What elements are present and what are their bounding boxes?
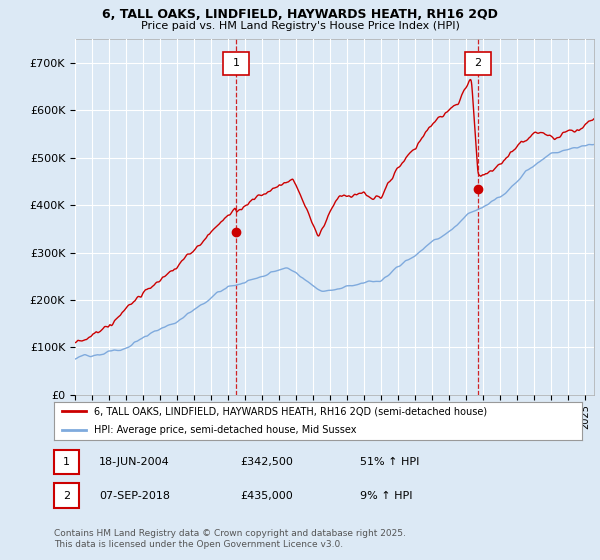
Text: 6, TALL OAKS, LINDFIELD, HAYWARDS HEATH, RH16 2QD: 6, TALL OAKS, LINDFIELD, HAYWARDS HEATH,…: [102, 8, 498, 21]
Bar: [236, 39, 478, 395]
Text: HPI: Average price, semi-detached house, Mid Sussex: HPI: Average price, semi-detached house,…: [94, 425, 356, 435]
Text: 9% ↑ HPI: 9% ↑ HPI: [360, 491, 413, 501]
FancyBboxPatch shape: [223, 52, 249, 75]
FancyBboxPatch shape: [465, 52, 491, 75]
Text: 1: 1: [63, 457, 70, 467]
Text: Price paid vs. HM Land Registry's House Price Index (HPI): Price paid vs. HM Land Registry's House …: [140, 21, 460, 31]
Text: 2: 2: [475, 58, 482, 68]
Text: £342,500: £342,500: [240, 457, 293, 467]
Text: 51% ↑ HPI: 51% ↑ HPI: [360, 457, 419, 467]
Text: 18-JUN-2004: 18-JUN-2004: [99, 457, 170, 467]
Text: 07-SEP-2018: 07-SEP-2018: [99, 491, 170, 501]
Text: Contains HM Land Registry data © Crown copyright and database right 2025.
This d: Contains HM Land Registry data © Crown c…: [54, 529, 406, 549]
Text: 1: 1: [232, 58, 239, 68]
Text: 6, TALL OAKS, LINDFIELD, HAYWARDS HEATH, RH16 2QD (semi-detached house): 6, TALL OAKS, LINDFIELD, HAYWARDS HEATH,…: [94, 406, 487, 416]
Text: £435,000: £435,000: [240, 491, 293, 501]
Text: 2: 2: [63, 491, 70, 501]
